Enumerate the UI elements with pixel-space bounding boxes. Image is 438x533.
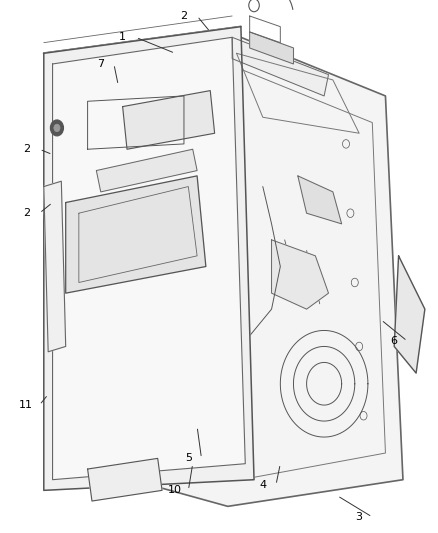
Text: 3: 3 <box>356 512 363 522</box>
Text: 2: 2 <box>180 11 187 21</box>
Circle shape <box>54 124 60 132</box>
Text: 1: 1 <box>119 33 126 42</box>
Text: 5: 5 <box>185 454 192 463</box>
Text: 7: 7 <box>97 59 104 69</box>
Polygon shape <box>123 91 215 149</box>
Polygon shape <box>53 37 245 480</box>
Polygon shape <box>88 458 162 501</box>
Polygon shape <box>123 32 403 506</box>
Text: 2: 2 <box>23 208 30 218</box>
Polygon shape <box>44 27 254 490</box>
Polygon shape <box>394 256 425 373</box>
Polygon shape <box>298 176 342 224</box>
Polygon shape <box>272 240 328 309</box>
Text: 6: 6 <box>391 336 398 346</box>
Polygon shape <box>44 181 66 352</box>
Text: 11: 11 <box>19 400 33 410</box>
Text: 4: 4 <box>259 480 266 490</box>
Circle shape <box>50 120 64 136</box>
Polygon shape <box>96 149 197 192</box>
Polygon shape <box>232 37 328 96</box>
Polygon shape <box>66 176 206 293</box>
Polygon shape <box>250 32 293 64</box>
Text: 10: 10 <box>168 486 182 495</box>
Text: 2: 2 <box>23 144 30 154</box>
